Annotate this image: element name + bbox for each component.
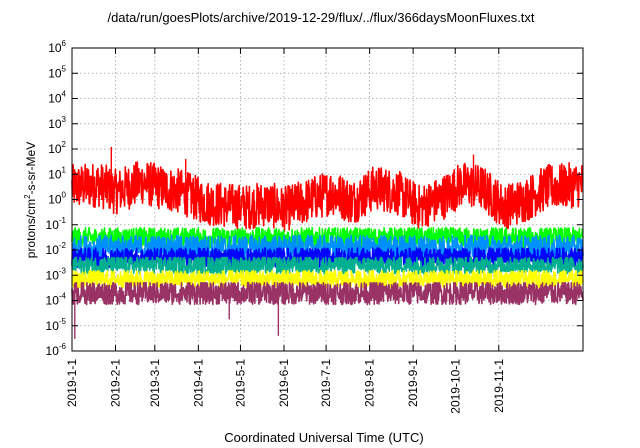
x-tick-label: 2019-6-1 xyxy=(277,359,291,407)
y-tick-label-base: 10 xyxy=(46,344,60,358)
x-tick-label: 2019-11-1 xyxy=(492,359,506,413)
y-tick-label-base: 10 xyxy=(46,268,60,282)
x-tick-label: 2019-9-1 xyxy=(406,359,420,407)
x-tick-label: 2019-5-1 xyxy=(233,359,247,407)
y-tick-label-exp: -2 xyxy=(59,241,67,250)
series-3-line xyxy=(71,247,584,269)
x-tick-label: 2019-1-1 xyxy=(65,359,79,407)
y-tick-label: 10-4 xyxy=(46,292,67,308)
y-tick-label-exp: 1 xyxy=(62,165,67,174)
y-axis-label-sup: 2 xyxy=(23,194,32,199)
y-axis-label-rest: -s-sr-MeV xyxy=(24,142,38,195)
x-tick-label: 2019-2-1 xyxy=(109,359,123,407)
y-tick-label: 10-1 xyxy=(46,216,67,232)
y-tick-label-base: 10 xyxy=(48,142,62,156)
x-axis-label: Coordinated Universal Time (UTC) xyxy=(224,430,423,445)
y-tick-label: 100 xyxy=(48,191,66,207)
series-0-line xyxy=(71,161,584,233)
y-tick-label: 102 xyxy=(48,140,66,156)
y-tick-label-base: 10 xyxy=(48,167,62,181)
y-tick-label-exp: -4 xyxy=(59,292,67,301)
x-tick-label: 2019-7-1 xyxy=(319,359,333,407)
y-tick-label-base: 10 xyxy=(48,117,62,131)
y-tick-label-base: 10 xyxy=(48,66,62,80)
y-tick-label-exp: -3 xyxy=(59,266,67,275)
y-tick-label-base: 10 xyxy=(46,243,60,257)
y-tick-label-exp: 0 xyxy=(62,191,67,200)
series-layer xyxy=(71,147,584,339)
y-tick-label: 10-5 xyxy=(46,317,67,333)
y-tick-label-base: 10 xyxy=(48,193,62,207)
y-tick-label: 105 xyxy=(48,64,66,80)
y-tick-label-base: 10 xyxy=(46,218,60,232)
x-tick-label: 2019-10-1 xyxy=(448,359,462,414)
y-tick-label: 104 xyxy=(48,90,66,106)
y-tick-label-base: 10 xyxy=(48,92,62,106)
y-tick-label-exp: -1 xyxy=(59,216,67,225)
y-tick-label-base: 10 xyxy=(48,41,62,55)
x-tick-label: 2019-3-1 xyxy=(148,359,162,407)
y-axis: 10-610-510-410-310-210-11001011021031041… xyxy=(46,39,583,358)
y-tick-label-exp: 2 xyxy=(62,140,67,149)
y-tick-label: 10-6 xyxy=(46,342,67,358)
chart-title: /data/run/goesPlots/archive/2019-12-29/f… xyxy=(107,10,534,25)
y-tick-label-base: 10 xyxy=(46,294,60,308)
series-6-line xyxy=(71,282,584,306)
y-tick-label: 106 xyxy=(48,39,66,55)
y-tick-label-exp: 6 xyxy=(62,39,67,48)
y-tick-label-exp: -5 xyxy=(59,317,67,326)
y-tick-label-exp: 4 xyxy=(62,90,67,99)
x-axis: 2019-1-1 2019-2-1 2019-3-1 2019-4-1 2019-5-1… xyxy=(65,48,506,414)
y-tick-label-base: 10 xyxy=(46,319,60,333)
y-tick-label-exp: 5 xyxy=(62,64,67,73)
x-tick-label: 2019-4-1 xyxy=(191,359,205,407)
y-tick-label: 101 xyxy=(48,165,66,181)
y-axis-label-base: protons/cm xyxy=(24,199,38,258)
series-4-line xyxy=(71,256,584,275)
y-tick-label-exp: -6 xyxy=(59,342,67,351)
x-tick-label: 2019-8-1 xyxy=(363,359,377,407)
y-tick-label: 10-3 xyxy=(46,266,67,282)
y-tick-label-exp: 3 xyxy=(62,115,67,124)
y-tick-label: 10-2 xyxy=(46,241,67,257)
y-axis-label: protons/cm2-s-sr-MeV xyxy=(23,142,38,258)
y-tick-label: 103 xyxy=(48,115,66,131)
